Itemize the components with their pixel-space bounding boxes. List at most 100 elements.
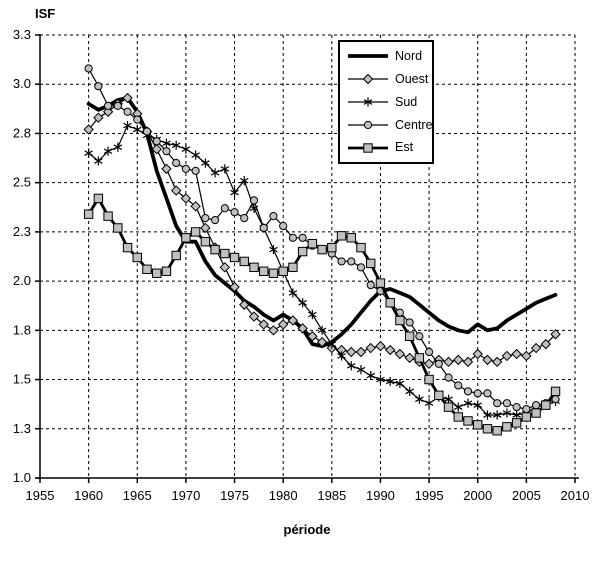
circle-marker <box>454 381 463 390</box>
square-marker <box>171 250 181 261</box>
asterisk-marker <box>201 160 210 166</box>
y-tick-label: 1.5 <box>13 372 31 387</box>
square-marker <box>414 353 425 363</box>
diamond-marker <box>248 311 260 322</box>
asterisk-marker <box>356 366 366 373</box>
asterisk-marker <box>239 177 249 184</box>
diamond-marker <box>511 348 522 360</box>
x-tick-label: 1990 <box>366 488 395 503</box>
diamond-marker <box>453 354 464 366</box>
x-tick-label: 1965 <box>123 488 152 503</box>
square-marker <box>550 386 561 397</box>
asterisk-marker <box>181 146 191 153</box>
circle-marker <box>512 403 521 412</box>
asterisk-marker <box>317 327 327 334</box>
square-marker <box>492 426 502 436</box>
legend-item-sud: Sud <box>346 94 430 110</box>
asterisk-marker <box>191 152 200 158</box>
legend-line-sample <box>348 120 388 129</box>
square-marker <box>181 233 191 243</box>
asterisk-marker <box>298 299 307 306</box>
asterisk-marker <box>395 380 405 387</box>
circle-marker <box>133 115 142 124</box>
circle-marker <box>463 387 473 396</box>
axes: 1.0 1.3 1.5 1.8 2.0 2.3 2.5 2.8 3.0 3.3 1955 1960 19… <box>13 27 590 503</box>
square-marker <box>268 268 279 278</box>
square-marker <box>363 142 373 153</box>
square-marker <box>511 418 522 428</box>
square-marker <box>83 209 94 219</box>
diamond-marker <box>151 143 162 155</box>
y-axis-title: ISF <box>35 6 56 21</box>
asterisk-marker <box>473 402 483 408</box>
diamond-marker <box>102 106 114 117</box>
circle-marker <box>363 120 373 129</box>
square-marker <box>385 298 395 308</box>
y-tick-label: 2.0 <box>13 273 31 288</box>
diamond-marker <box>258 319 269 330</box>
asterisk-marker <box>512 412 521 418</box>
diamond-marker <box>170 185 182 196</box>
square-marker <box>531 408 541 418</box>
circle-marker <box>483 389 492 398</box>
y-tick-label: 1.0 <box>13 470 31 485</box>
circle-marker <box>210 215 220 225</box>
y-tick-label: 1.8 <box>13 322 31 337</box>
asterisk-marker <box>103 148 113 154</box>
square-marker <box>482 424 493 434</box>
square-marker <box>249 262 259 273</box>
legend-label: Centre <box>395 117 433 132</box>
asterisk-marker <box>220 166 230 172</box>
diamond-marker <box>180 193 192 204</box>
square-marker <box>278 266 288 276</box>
asterisk-marker <box>308 311 317 318</box>
legend-line-sample <box>348 97 388 107</box>
legend-item-centre: Centre <box>346 117 433 133</box>
legend-line-sample <box>348 54 388 59</box>
square-marker <box>453 412 463 422</box>
x-axis-title: période <box>283 522 331 537</box>
square-marker <box>152 268 162 278</box>
series-nord <box>86 96 558 349</box>
diamond-marker <box>297 323 308 334</box>
circle-marker <box>103 101 113 110</box>
asterisk-marker <box>366 372 376 379</box>
asterisk-marker <box>346 362 356 369</box>
circle-marker <box>288 233 298 242</box>
diamond-marker <box>491 356 503 368</box>
diamond-marker <box>384 344 396 356</box>
y-tick-label: 3.3 <box>13 27 31 42</box>
asterisk-marker <box>444 396 453 403</box>
circle-marker <box>230 208 239 217</box>
series-sud <box>84 120 560 420</box>
asterisk-marker <box>463 400 473 407</box>
square-marker <box>395 315 405 326</box>
diamond-marker <box>239 299 250 310</box>
diamond-marker <box>423 358 435 370</box>
x-tick-label: 1980 <box>269 488 298 503</box>
x-tick-label: 1995 <box>415 488 444 503</box>
circle-marker <box>123 107 132 116</box>
square-marker <box>502 422 512 432</box>
diamond-marker <box>482 354 493 366</box>
circle-marker <box>502 399 512 408</box>
square-marker <box>122 242 133 253</box>
square-marker <box>366 258 376 269</box>
circle-marker <box>522 404 531 414</box>
square-marker <box>161 266 172 276</box>
circle-marker <box>415 332 424 341</box>
asterisk-marker <box>453 404 463 410</box>
diamond-marker <box>161 163 172 175</box>
circle-marker <box>249 196 259 205</box>
circle-marker <box>240 214 249 223</box>
y-tick-label: 3.0 <box>13 76 31 91</box>
legend-item-ouest: Ouest <box>346 71 430 87</box>
asterisk-marker <box>94 158 103 164</box>
circle-marker <box>356 263 366 272</box>
diamond-marker <box>190 201 201 212</box>
square-marker <box>297 246 308 257</box>
circle-marker <box>201 214 210 223</box>
series-est <box>83 193 561 436</box>
